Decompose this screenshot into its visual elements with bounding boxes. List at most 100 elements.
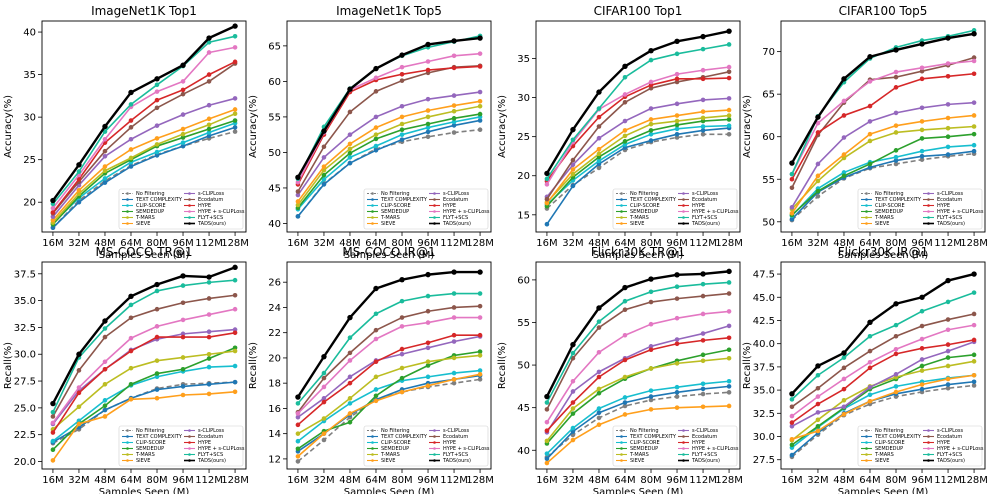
legend-marker xyxy=(682,210,685,213)
data-point xyxy=(154,97,160,103)
series-line xyxy=(51,266,236,405)
legend-label: TEXT COMPLEXITY xyxy=(629,434,677,440)
data-point xyxy=(477,89,483,95)
data-point xyxy=(945,317,951,322)
x-tick-label: 128M xyxy=(960,475,988,486)
x-tick-label: 64M xyxy=(120,475,141,486)
chart-title: MS-COCO TR@1 xyxy=(95,245,192,259)
legend-marker xyxy=(188,210,191,213)
data-point xyxy=(206,312,212,317)
y-tick-label: 15 xyxy=(517,210,530,221)
data-point xyxy=(154,149,160,155)
data-point xyxy=(893,389,899,395)
data-point xyxy=(425,293,431,299)
data-point xyxy=(674,51,680,57)
x-tick-label: 112M xyxy=(689,475,717,486)
data-point xyxy=(102,129,108,134)
data-point xyxy=(102,366,108,372)
legend-marker xyxy=(433,441,436,444)
data-point xyxy=(477,368,483,373)
data-point xyxy=(674,361,680,366)
legend-label: s-CLIPLoss xyxy=(692,191,719,197)
data-point xyxy=(841,155,847,161)
data-point xyxy=(347,350,353,356)
data-point xyxy=(477,51,483,56)
y-tick-label: 60 xyxy=(762,132,775,143)
data-point xyxy=(674,132,680,137)
chart-panel: CIFAR100 Top1 15 20 25 30 35 16M 32M 48M 64M 80M 96… xyxy=(497,4,743,261)
data-point xyxy=(128,89,134,96)
series-line xyxy=(296,270,481,398)
data-point xyxy=(347,380,353,386)
data-point xyxy=(544,407,550,412)
data-point xyxy=(425,363,431,368)
data-point xyxy=(674,272,680,278)
data-point xyxy=(674,126,680,132)
data-point xyxy=(700,311,706,317)
legend-marker xyxy=(682,459,685,462)
legend-label: s-CLIPLoss xyxy=(443,428,470,434)
data-point xyxy=(347,160,353,166)
data-point xyxy=(128,155,134,161)
data-point xyxy=(570,429,576,434)
y-tick-label: 55 xyxy=(268,112,281,123)
data-point xyxy=(102,123,108,130)
x-tick-label: 32M xyxy=(68,238,89,249)
data-point xyxy=(919,357,925,362)
x-tick-label: 112M xyxy=(440,238,468,249)
legend-label: T-MARS xyxy=(380,215,400,221)
y-tick-label: 50 xyxy=(517,361,530,372)
x-tick-label: 16M xyxy=(781,475,802,486)
data-point xyxy=(726,403,732,409)
data-point xyxy=(128,396,134,402)
data-point xyxy=(700,352,706,358)
x-tick-label: 96M xyxy=(666,238,687,249)
data-point xyxy=(477,315,483,320)
data-point xyxy=(425,134,431,140)
data-point xyxy=(50,217,56,223)
data-point xyxy=(867,348,873,354)
data-point xyxy=(919,386,925,392)
data-point xyxy=(622,395,628,400)
data-point xyxy=(321,431,327,436)
data-point xyxy=(648,106,654,111)
data-point xyxy=(919,294,925,300)
x-tick-label: 128M xyxy=(221,475,249,486)
data-point xyxy=(128,125,134,130)
data-point xyxy=(451,370,457,376)
data-point xyxy=(76,176,82,182)
data-point xyxy=(789,404,795,410)
data-point xyxy=(700,128,706,133)
x-tick-label: 48M xyxy=(588,238,609,249)
data-point xyxy=(971,379,977,385)
y-tick-label: 20.0 xyxy=(14,457,36,468)
legend-label: TADS(ours) xyxy=(936,221,965,227)
legend-marker xyxy=(126,192,129,195)
x-tick-label: 128M xyxy=(221,238,249,249)
series-line xyxy=(546,292,730,410)
data-point xyxy=(622,403,628,409)
legend-label: FLYT+SCS xyxy=(692,452,717,458)
legend-label: Ecodatum xyxy=(198,197,223,203)
data-point xyxy=(544,196,550,202)
data-point xyxy=(700,281,706,287)
data-point xyxy=(477,349,483,354)
data-point xyxy=(102,359,108,365)
data-point xyxy=(945,385,951,391)
series-line xyxy=(297,292,481,404)
legend-label: HYPE xyxy=(198,203,211,209)
data-point xyxy=(544,393,550,400)
data-point xyxy=(893,372,899,377)
data-point xyxy=(596,319,602,324)
y-tick-label: 22.5 xyxy=(14,430,36,441)
series-line xyxy=(52,46,236,209)
data-point xyxy=(154,136,160,141)
data-point xyxy=(399,103,405,109)
data-point xyxy=(570,389,576,394)
data-point xyxy=(945,74,951,79)
data-point xyxy=(648,57,654,63)
data-point xyxy=(206,72,212,77)
legend-label: TADS(ours) xyxy=(442,221,471,227)
legend-box xyxy=(118,425,244,467)
y-tick-label: 27.5 xyxy=(14,377,36,388)
